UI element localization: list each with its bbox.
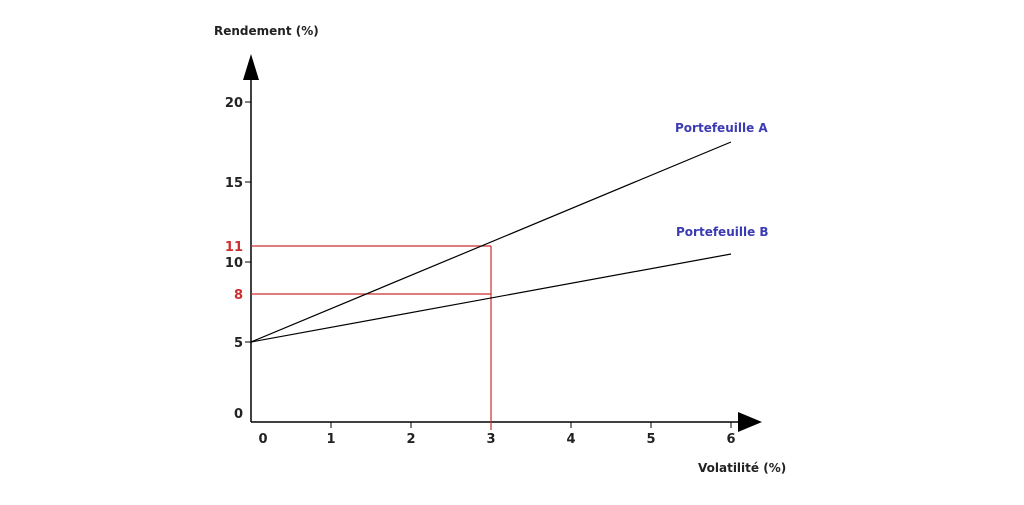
x-tick-label: 3	[486, 432, 495, 447]
series-label: Portefeuille B	[676, 225, 769, 239]
reference-value-label: 8	[234, 288, 243, 303]
y-tick-label: 20	[225, 96, 243, 111]
x-axis-arrow-icon	[738, 412, 762, 432]
series-label: Portefeuille A	[675, 121, 768, 135]
x-tick-label: 5	[646, 432, 655, 447]
series-labels: Portefeuille A Portefeuille B	[675, 121, 769, 239]
series-line	[250, 253, 732, 343]
x-axis-title: Volatilité (%)	[698, 461, 786, 475]
y-axis-title: Rendement (%)	[214, 24, 319, 38]
series-line	[250, 141, 732, 343]
x-tick-label: 2	[406, 432, 415, 447]
axes	[243, 54, 762, 432]
x-tick-label: 4	[566, 432, 575, 447]
x-tick-label: 6	[726, 432, 735, 447]
x-ticks: 0 1 2 3 4 5 6	[258, 422, 736, 447]
x-tick-label: 0	[258, 432, 267, 447]
y-tick-label: 5	[234, 336, 243, 351]
y-tick-label: 10	[225, 256, 243, 271]
y-tick-label: 15	[225, 176, 243, 191]
y-ticks: 0 5 10 15 20	[225, 96, 251, 422]
y-axis-arrow-icon	[243, 54, 259, 80]
series-lines	[250, 141, 732, 343]
x-tick-label: 1	[326, 432, 335, 447]
reference-value-label: 11	[225, 240, 243, 255]
y-tick-label: 0	[234, 407, 243, 422]
reference-lines: 11 8	[225, 240, 492, 430]
